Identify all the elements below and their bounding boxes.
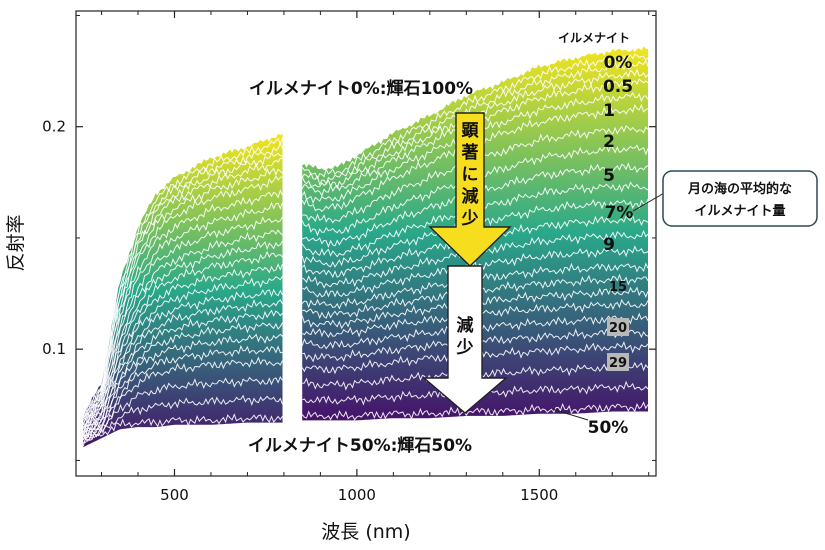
series-label: 9 [603,235,615,255]
y-tick-label: 0.2 [42,118,66,136]
series-curve-9 [82,250,283,433]
series-label-box [607,353,629,371]
reflectance-band-1 [83,133,283,448]
bottom-annotation: イルメナイト50%:輝石50% [248,436,472,456]
series-curve-1 [83,157,283,419]
series-curve-29 [83,356,283,439]
series-label-box [607,318,629,336]
callout-pointer [632,191,667,212]
intermediate-curve [83,276,283,430]
intermediate-curve [82,376,283,441]
series-curve-7pct [82,229,283,429]
plot-frame [75,10,657,477]
intermediate-curve [83,333,283,437]
intermediate-curve [83,189,283,426]
arrow-significant-decrease-label: 顕著に減少 [461,121,480,229]
series-curve-5 [82,201,283,426]
intermediate-curve [82,309,283,437]
series-curve-2 [83,175,283,420]
intermediate-curve [83,394,283,444]
intermediate-curve [82,151,283,421]
series-label: 0.5 [603,77,633,97]
series-label: 20 [609,321,627,336]
series-label: 7% [605,203,634,223]
series-label: 2 [603,132,615,152]
x-axis-label: 波長 (nm) [321,521,410,543]
y-axis-label: 反射率 [5,214,27,271]
callout-box [662,170,818,227]
intermediate-curve [83,216,283,427]
series-labels: 0% 0.5 1 2 5 7% 9 15 20 29 50% [588,53,634,438]
x-tick-label: 1000 [338,486,376,504]
intermediate-curve [82,240,283,429]
series-label: 1 [603,101,615,121]
arrow-decrease [422,265,508,414]
axis-ticks: 500 1000 1500 0.1 0.2 [42,11,656,504]
series-curve-50pct [82,413,283,447]
callout-line-2: イルメナイト量 [694,204,785,219]
arrow-decrease-label: 減少 [456,315,474,358]
series-curve-0_5 [82,141,283,418]
intermediate-curve [82,344,283,441]
series-label: 0% [604,53,633,73]
top-annotation: イルメナイト0%:輝石100% [249,79,473,99]
x-tick-label: 500 [160,486,189,504]
series-label: 29 [609,356,627,371]
pointer-50-line [551,408,589,421]
y-tick-label: 0.1 [42,340,66,358]
series-curve-15 [82,288,283,439]
series-curve-0_5 [301,59,649,186]
series-curve-50pct [301,401,649,421]
series-label: 5 [603,166,615,186]
callout-line-1: 月の海の平均的な [687,181,792,197]
arrow-significant-decrease [428,112,512,267]
legend-title: イルメナイト [558,31,630,45]
intermediate-curve [301,245,649,298]
intermediate-curve [82,137,283,416]
x-tick-label: 1500 [520,486,558,504]
series-curve-20 [83,322,283,437]
intermediate-curve [301,53,649,180]
series-label: 15 [609,280,627,295]
series-label: 50% [588,418,629,438]
